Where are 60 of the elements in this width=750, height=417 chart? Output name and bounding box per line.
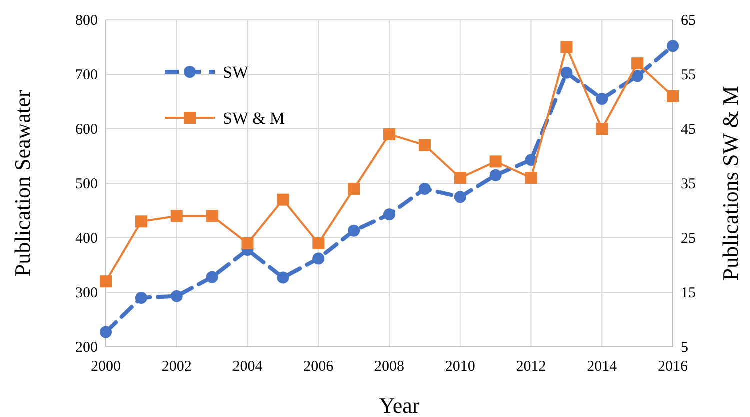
point [454, 172, 466, 184]
point [135, 216, 148, 228]
y-tick-label: 400 [76, 231, 98, 247]
y2-tick-label: 55 [681, 68, 696, 84]
y2-tick-label: 35 [681, 176, 696, 192]
point [490, 156, 502, 168]
x-axis-title: Year [379, 393, 420, 417]
point [667, 90, 679, 102]
x-tick-label: 2002 [162, 359, 192, 375]
point [560, 41, 573, 54]
legend-label: SW [223, 63, 250, 82]
x-tick-label: 2012 [516, 359, 546, 375]
x-tick-label: 2000 [91, 359, 121, 375]
point [490, 169, 502, 182]
point [170, 210, 183, 222]
point [454, 191, 466, 204]
point [312, 237, 325, 250]
y2-tick-label: 45 [681, 122, 696, 138]
y-tick-label: 600 [76, 122, 98, 138]
y2-tick-label: 5 [681, 340, 688, 356]
point [596, 123, 608, 135]
x-tick-label: 2010 [445, 359, 476, 375]
point [100, 276, 112, 288]
y-tick-label: 500 [76, 176, 98, 192]
point [206, 271, 218, 284]
point [170, 290, 183, 302]
point [560, 66, 573, 79]
y-tick-label: 700 [76, 68, 98, 84]
point [348, 182, 360, 195]
point [277, 272, 290, 284]
point [384, 208, 396, 221]
point [418, 139, 431, 152]
x-tick-label: 2016 [658, 359, 688, 375]
y2-tick-label: 65 [681, 13, 696, 29]
y2-tick-label: 25 [681, 231, 696, 247]
x-tick-label: 2014 [587, 359, 618, 375]
point [418, 182, 431, 195]
point [632, 58, 644, 70]
point [277, 194, 290, 206]
y-tick-label: 800 [76, 13, 98, 29]
point [206, 210, 218, 222]
point [596, 93, 608, 106]
y-tick-label: 300 [76, 286, 98, 302]
y-axis-title: Publication Seawater [10, 90, 35, 277]
x-tick-label: 2008 [374, 359, 404, 375]
legend-label: SW & M [223, 109, 286, 128]
point [312, 252, 325, 265]
point [632, 70, 644, 82]
point [667, 40, 679, 52]
point [525, 172, 538, 184]
point [242, 237, 254, 250]
point [348, 224, 360, 237]
point [135, 292, 148, 304]
x-tick-label: 2004 [232, 359, 264, 375]
y-tick-label: 200 [76, 340, 98, 356]
x-tick-label: 2006 [304, 359, 334, 375]
point [100, 326, 112, 338]
y2-axis-title: Publications SW & M [718, 86, 743, 281]
point [384, 128, 396, 140]
y2-tick-label: 15 [681, 286, 696, 302]
